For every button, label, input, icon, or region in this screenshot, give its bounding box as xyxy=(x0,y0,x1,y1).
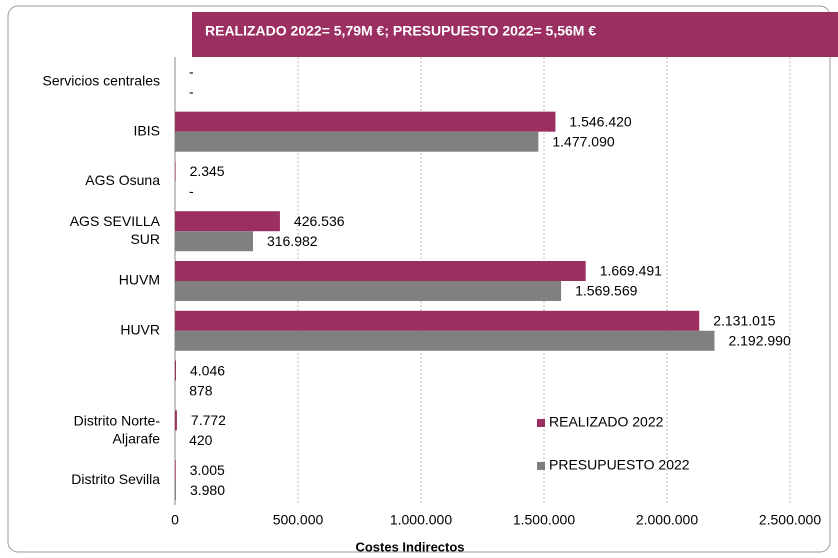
x-tick-label: 2.000.000 xyxy=(636,512,698,528)
value-label: 7.772 xyxy=(191,412,226,428)
value-label: 2.131.015 xyxy=(713,312,775,328)
bar xyxy=(175,131,539,152)
bar xyxy=(175,211,280,232)
value-label: 4.046 xyxy=(190,362,225,378)
value-label: 1.477.090 xyxy=(552,133,614,149)
bar xyxy=(175,231,253,252)
value-label: 420 xyxy=(189,432,213,448)
y-tick-label: IBIS xyxy=(134,122,160,138)
value-label: 1.569.569 xyxy=(575,283,637,299)
x-tick-label: 500.000 xyxy=(273,512,324,528)
value-label: 878 xyxy=(189,382,213,398)
value-label: 3.980 xyxy=(190,482,225,498)
bar xyxy=(175,161,176,182)
value-label: 426.536 xyxy=(294,213,345,229)
bar xyxy=(175,360,176,381)
value-label: 2.345 xyxy=(190,163,225,179)
value-label: 2.192.990 xyxy=(728,332,790,348)
value-label: - xyxy=(189,64,194,80)
x-tick-label: 1.500.000 xyxy=(513,512,575,528)
y-tick-label: HUVM xyxy=(119,272,160,288)
x-tick-label: 1.000.000 xyxy=(390,512,452,528)
value-label: 3.005 xyxy=(190,462,225,478)
legend-swatch xyxy=(537,462,545,470)
value-label: 1.546.420 xyxy=(569,113,631,129)
bar xyxy=(175,480,176,501)
value-label: - xyxy=(189,84,194,100)
bar xyxy=(175,330,715,351)
bar xyxy=(175,410,177,431)
title-banner xyxy=(192,12,838,57)
legend-label: REALIZADO 2022 xyxy=(549,414,664,430)
legend-label: PRESUPUESTO 2022 xyxy=(549,457,690,473)
bar xyxy=(175,261,586,281)
value-label: 316.982 xyxy=(267,233,318,249)
value-label: 1.669.491 xyxy=(600,263,662,279)
legend-swatch xyxy=(537,419,545,427)
bar xyxy=(175,310,700,331)
y-tick-label: Distrito Norte-Aljarafe xyxy=(74,412,161,446)
x-axis-label: Costes Indirectos xyxy=(355,539,464,554)
bar xyxy=(175,111,556,132)
y-tick-label: Distrito Sevilla xyxy=(71,471,160,487)
y-tick-label: AGS Osuna xyxy=(85,172,160,188)
x-tick-label: 2.500.000 xyxy=(759,512,821,528)
y-tick-label: HUVR xyxy=(120,321,160,337)
y-tick-label: Servicios centrales xyxy=(43,73,161,89)
bar xyxy=(175,281,562,301)
value-label: - xyxy=(189,183,194,199)
y-tick-label: AGS SEVILLA SUR xyxy=(70,213,161,247)
bar xyxy=(175,460,176,481)
x-tick-label: 0 xyxy=(171,512,179,528)
chart-title: REALIZADO 2022= 5,79M €; PRESUPUESTO 202… xyxy=(205,23,596,39)
